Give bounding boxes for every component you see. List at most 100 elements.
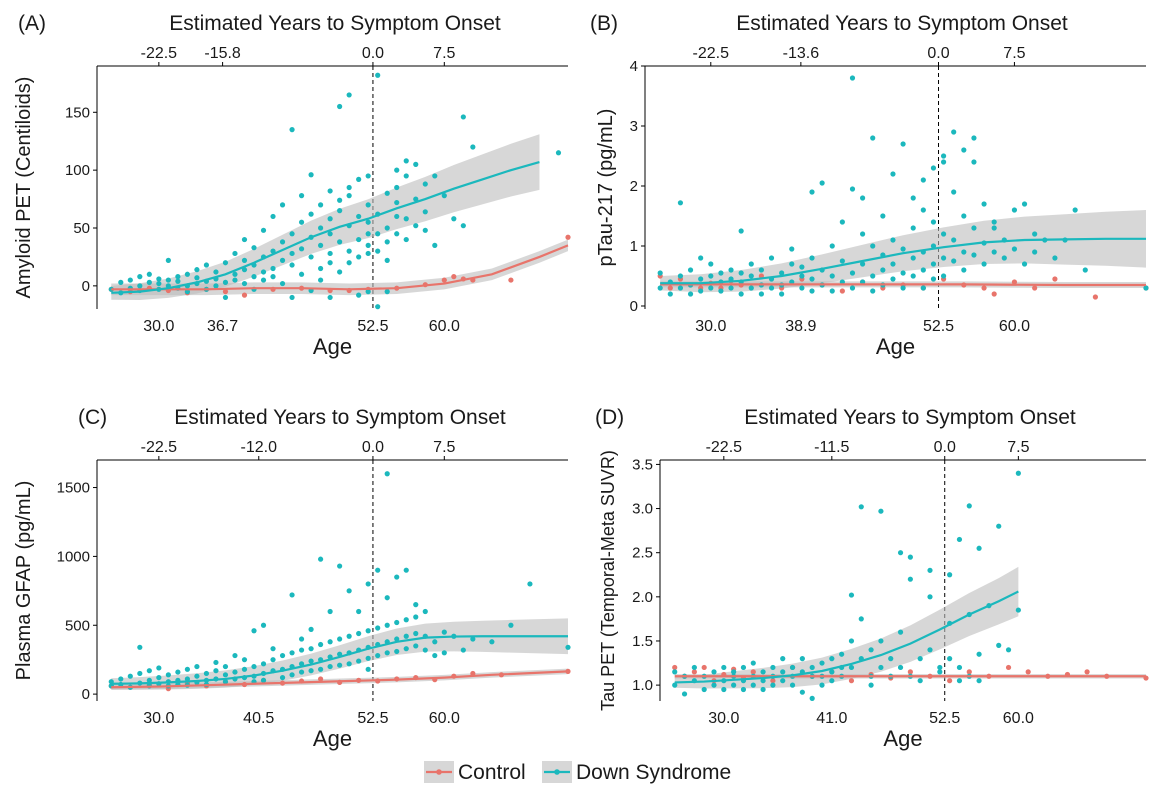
- down_syndrome-point: [721, 687, 726, 692]
- down_syndrome-point: [921, 285, 926, 290]
- top-axis-title: Estimated Years to Symptom Onset: [744, 406, 1076, 429]
- down_syndrome-point: [800, 690, 805, 695]
- down_syndrome-point: [356, 293, 361, 298]
- top-tick-label: 7.5: [1003, 45, 1025, 62]
- down_syndrome-point: [996, 643, 1001, 648]
- down_syndrome-point: [527, 581, 532, 586]
- down_syndrome-point: [394, 185, 399, 190]
- down_syndrome-point: [308, 254, 313, 259]
- down_syndrome-point: [809, 276, 814, 281]
- down_syndrome-point: [442, 630, 447, 635]
- down_syndrome-point: [147, 280, 152, 285]
- down_syndrome-point: [385, 650, 390, 655]
- x-tick-label: 38.9: [785, 318, 816, 335]
- down_syndrome-point: [829, 656, 834, 661]
- down_syndrome-point: [921, 177, 926, 182]
- top-tick-label: -22.5: [706, 439, 743, 456]
- down_syndrome-point: [270, 266, 275, 271]
- y-tick-label: 0: [630, 298, 638, 315]
- down_syndrome-point: [242, 237, 247, 242]
- down_syndrome-point: [739, 291, 744, 296]
- down_syndrome-point: [508, 623, 513, 628]
- down_syndrome-point: [289, 262, 294, 267]
- down_syndrome-point: [1016, 607, 1021, 612]
- down_syndrome-point: [961, 267, 966, 272]
- control-point: [565, 235, 570, 240]
- down_syndrome-point: [850, 186, 855, 191]
- down_syndrome-point: [289, 672, 294, 677]
- legend-key-dot: [554, 769, 560, 775]
- panel-tag: (D): [595, 406, 624, 429]
- y-tick-label: 100: [65, 162, 90, 179]
- down_syndrome-point: [394, 168, 399, 173]
- down_syndrome-point: [898, 550, 903, 555]
- down_syndrome-point: [931, 219, 936, 224]
- down_syndrome-point: [366, 202, 371, 207]
- down_syndrome-point: [194, 664, 199, 669]
- down_syndrome-point: [860, 231, 865, 236]
- down_syndrome-point: [318, 243, 323, 248]
- top-tick-label: -22.5: [693, 45, 730, 62]
- down_syndrome-point: [318, 642, 323, 647]
- down_syndrome-point: [375, 231, 380, 236]
- down_syndrome-point: [366, 173, 371, 178]
- down_syndrome-point: [859, 616, 864, 621]
- down_syndrome-point: [328, 609, 333, 614]
- down_syndrome-point: [242, 258, 247, 263]
- down_syndrome-point: [850, 285, 855, 290]
- down_syndrome-point: [166, 258, 171, 263]
- down_syndrome-point: [337, 104, 342, 109]
- down_syndrome-point: [849, 638, 854, 643]
- down_syndrome-point: [356, 237, 361, 242]
- down_syndrome-point: [270, 214, 275, 219]
- down_syndrome-point: [270, 657, 275, 662]
- down_syndrome-point: [337, 208, 342, 213]
- x-axis-title: Age: [313, 726, 352, 751]
- down_syndrome-point: [375, 568, 380, 573]
- down_syndrome-point: [1032, 249, 1037, 254]
- down_syndrome-point: [328, 188, 333, 193]
- down_syndrome-point: [394, 231, 399, 236]
- down_syndrome-point: [789, 261, 794, 266]
- down_syndrome-point: [137, 274, 142, 279]
- down_syndrome-point: [951, 189, 956, 194]
- down_syndrome-point: [820, 180, 825, 185]
- down_syndrome-point: [261, 661, 266, 666]
- down_syndrome-point: [375, 653, 380, 658]
- down_syndrome-point: [682, 691, 687, 696]
- down_syndrome-point: [911, 255, 916, 260]
- down_syndrome-point: [790, 683, 795, 688]
- down_syndrome-point: [971, 252, 976, 257]
- control-point: [702, 665, 707, 670]
- down_syndrome-point: [931, 276, 936, 281]
- down_syndrome-point: [751, 660, 756, 665]
- control-point: [981, 285, 986, 290]
- down_syndrome-point: [918, 678, 923, 683]
- down_syndrome-point: [829, 678, 834, 683]
- down_syndrome-point: [413, 614, 418, 619]
- down_syndrome-point: [137, 645, 142, 650]
- down_syndrome-point: [951, 258, 956, 263]
- down_syndrome-point: [688, 267, 693, 272]
- y-tick-label: 1.5: [632, 633, 653, 650]
- down_syndrome-point: [565, 645, 570, 650]
- x-axis-title: Age: [313, 334, 352, 359]
- down_syndrome-point: [366, 581, 371, 586]
- y-tick-label: 2.0: [632, 589, 653, 606]
- down_syndrome-point: [270, 274, 275, 279]
- down_syndrome-point: [819, 660, 824, 665]
- down_syndrome-point: [728, 267, 733, 272]
- down_syndrome-point: [770, 683, 775, 688]
- y-tick-label: 1.0: [632, 677, 653, 694]
- down_syndrome-point: [461, 647, 466, 652]
- down_syndrome-point: [931, 261, 936, 266]
- control-point: [1032, 285, 1037, 290]
- down_syndrome-point: [672, 669, 677, 674]
- x-tick-label: 52.5: [357, 318, 388, 335]
- down_syndrome-point: [911, 273, 916, 278]
- down_syndrome-point: [366, 231, 371, 236]
- down_syndrome-point: [156, 665, 161, 670]
- x-tick-label: 60.0: [999, 318, 1030, 335]
- down_syndrome-point: [194, 674, 199, 679]
- down_syndrome-point: [328, 260, 333, 265]
